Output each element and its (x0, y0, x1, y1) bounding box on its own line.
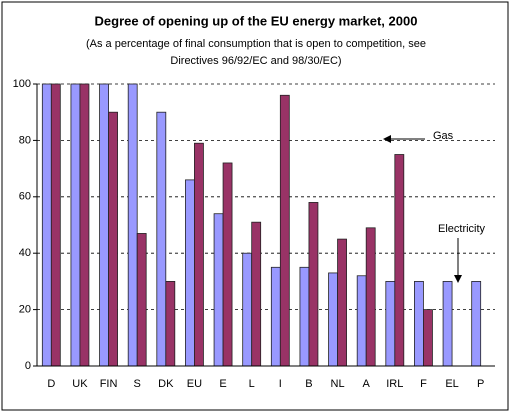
x-tick-label: IRL (386, 378, 403, 390)
annotation-arrowhead (454, 275, 462, 283)
annotation: Gas (433, 130, 454, 142)
bar (41, 83, 52, 367)
bar (414, 280, 424, 367)
x-tick-label: E (219, 378, 226, 390)
bar (471, 280, 482, 367)
bar (213, 213, 224, 367)
subtitle: Directives 96/92/EC and 98/30/EC) (170, 55, 341, 67)
bar (50, 83, 61, 367)
annotation-arrowhead (383, 135, 391, 143)
x-tick-label: FIN (100, 378, 118, 390)
x-tick-label: EL (445, 378, 458, 390)
x-tick-label: A (363, 378, 371, 390)
bar (385, 280, 396, 367)
bar (365, 227, 376, 367)
bar (270, 266, 281, 367)
bar (222, 162, 233, 367)
bar (156, 111, 167, 367)
bar (194, 142, 204, 367)
subtitle: (As a percentage of final consumption th… (86, 38, 426, 50)
x-tick-label: D (47, 378, 55, 390)
annotation: Electricity (438, 223, 486, 235)
bar (136, 233, 147, 367)
bar (423, 309, 433, 367)
y-tick-label: 60 (19, 191, 31, 203)
bar (242, 252, 253, 367)
x-tick-label: B (305, 378, 312, 390)
bar (251, 221, 262, 367)
y-tick-label: 20 (19, 304, 31, 316)
x-tick-label: P (477, 378, 484, 390)
bar (328, 272, 338, 367)
bar (308, 202, 319, 367)
bar (356, 275, 367, 367)
bar (442, 280, 453, 367)
y-tick-label: 0 (25, 360, 31, 372)
bar (279, 94, 290, 367)
bar (299, 266, 310, 367)
y-tick-label: 100 (13, 78, 31, 90)
bar (70, 83, 81, 367)
y-tick-label: 40 (19, 247, 31, 259)
bar (185, 179, 195, 367)
bar (79, 83, 90, 367)
x-tick-label: NL (331, 378, 345, 390)
bar (394, 154, 405, 367)
x-tick-label: S (134, 378, 141, 390)
x-tick-label: UK (72, 378, 88, 390)
x-tick-label: DK (158, 378, 174, 390)
bar (127, 83, 138, 367)
x-tick-label: F (420, 378, 427, 390)
bar (108, 111, 118, 367)
chart-title: Degree of opening up of the EU energy ma… (95, 13, 418, 28)
bar (337, 238, 347, 367)
x-tick-label: EU (187, 378, 202, 390)
bar (165, 280, 176, 367)
y-tick-label: 80 (19, 134, 31, 146)
bar (99, 83, 109, 367)
x-tick-label: I (279, 378, 282, 390)
x-tick-label: L (249, 378, 255, 390)
